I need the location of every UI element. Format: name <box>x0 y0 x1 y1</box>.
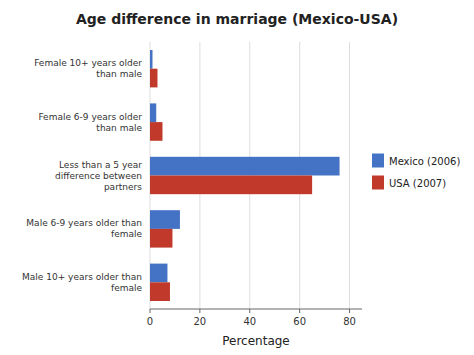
grid-line <box>349 42 350 309</box>
bar <box>150 50 152 69</box>
tick-mark <box>349 309 350 313</box>
bar <box>150 264 167 283</box>
bar <box>150 122 162 141</box>
bars <box>150 50 340 301</box>
legend-swatch <box>372 154 384 168</box>
chart-container: Age difference in marriage (Mexico-USA) 0… <box>0 0 474 355</box>
tick-mark <box>150 309 151 313</box>
bar <box>150 229 172 248</box>
tick-mark <box>299 309 300 313</box>
category-label: Male 6-9 years older than female <box>26 218 142 239</box>
tick-label: 60 <box>293 316 306 327</box>
bar <box>150 157 340 176</box>
tick-label: 0 <box>147 316 153 327</box>
tick-label: 20 <box>194 316 207 327</box>
category-label: Female 6-9 years older than male <box>38 112 142 133</box>
category-label: Male 10+ years older than female <box>22 272 142 293</box>
x-axis-line <box>150 309 362 310</box>
tick-mark <box>199 309 200 313</box>
chart-title: Age difference in marriage (Mexico-USA) <box>76 11 398 27</box>
bar <box>150 210 180 229</box>
bar <box>150 103 156 122</box>
grid <box>150 42 350 313</box>
legend: Mexico (2006) USA (2007) <box>372 154 460 190</box>
legend-label: Mexico (2006) <box>389 156 460 167</box>
tick-label: 40 <box>243 316 256 327</box>
legend-label: USA (2007) <box>389 178 446 189</box>
tick-mark <box>249 309 250 313</box>
bar <box>150 282 170 301</box>
category-label: Female 10+ years older than male <box>34 58 142 79</box>
category-label: Less than a 5 year difference between pa… <box>52 160 142 192</box>
bar <box>150 69 157 88</box>
bar <box>150 176 312 195</box>
legend-swatch <box>372 176 384 190</box>
chart-svg: Age difference in marriage (Mexico-USA) 0… <box>0 0 474 355</box>
tick-label: 80 <box>343 316 356 327</box>
x-axis-label: Percentage <box>222 334 290 348</box>
